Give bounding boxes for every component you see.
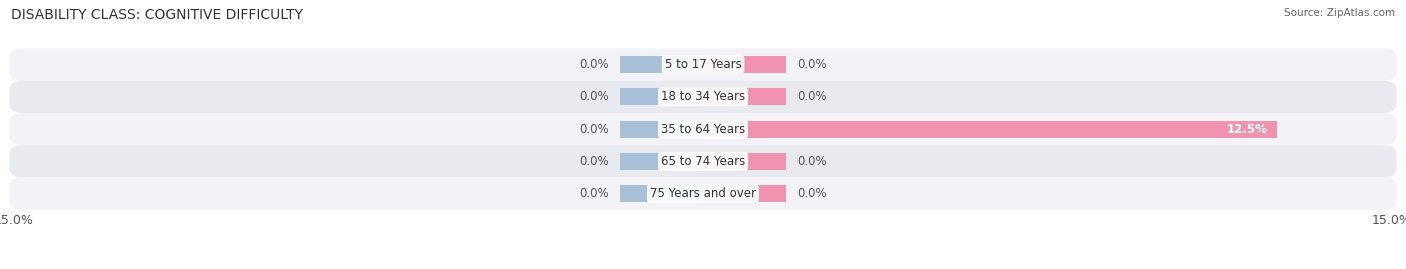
Text: 0.0%: 0.0% [579,90,609,103]
Bar [703,89,786,105]
Bar [620,56,703,73]
Text: 0.0%: 0.0% [579,187,609,200]
Text: 0.0%: 0.0% [797,90,827,103]
Text: 0.0%: 0.0% [797,155,827,168]
FancyBboxPatch shape [10,178,1396,210]
Bar [620,185,703,202]
Text: 65 to 74 Years: 65 to 74 Years [661,155,745,168]
Text: 35 to 64 Years: 35 to 64 Years [661,123,745,136]
Text: 75 Years and over: 75 Years and over [650,187,756,200]
Text: 0.0%: 0.0% [797,58,827,71]
Bar [620,153,703,170]
Text: 0.0%: 0.0% [797,187,827,200]
FancyBboxPatch shape [10,48,1396,81]
Text: 12.5%: 12.5% [1227,123,1268,136]
Bar [703,185,786,202]
FancyBboxPatch shape [10,113,1396,145]
Bar [703,153,786,170]
Bar [703,56,786,73]
Text: 5 to 17 Years: 5 to 17 Years [665,58,741,71]
Text: 0.0%: 0.0% [579,155,609,168]
Text: 18 to 34 Years: 18 to 34 Years [661,90,745,103]
FancyBboxPatch shape [10,145,1396,178]
Bar [620,89,703,105]
FancyBboxPatch shape [10,81,1396,113]
Text: DISABILITY CLASS: COGNITIVE DIFFICULTY: DISABILITY CLASS: COGNITIVE DIFFICULTY [11,8,304,22]
Text: Source: ZipAtlas.com: Source: ZipAtlas.com [1284,8,1395,18]
Bar [703,121,1277,137]
Bar [620,121,703,137]
Text: 0.0%: 0.0% [579,58,609,71]
Text: 0.0%: 0.0% [579,123,609,136]
